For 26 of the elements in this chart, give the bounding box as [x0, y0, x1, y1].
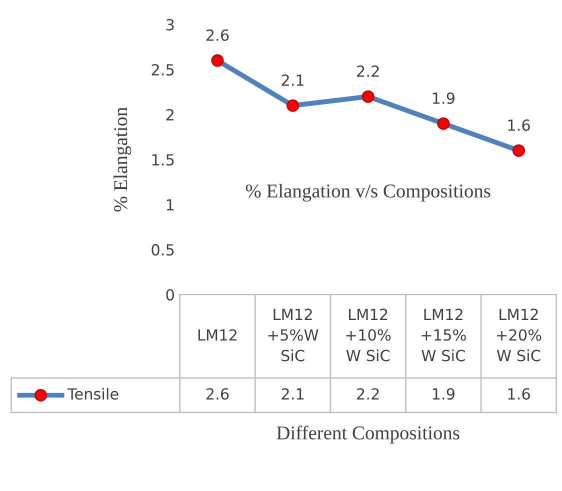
y-tick-label: 0.5 — [152, 244, 174, 256]
y-tick-label: 3 — [166, 19, 174, 31]
x-tick-label: LM12 +10% W SiC — [346, 308, 391, 362]
x-tick-label: LM12 — [198, 329, 237, 341]
y-tick-label: 2.5 — [152, 64, 174, 76]
text: % Elangation v/s Compositions — [246, 184, 490, 202]
data-label: 1.6 — [508, 388, 530, 400]
y-tick-label: 0 — [166, 289, 174, 301]
data-label: 2.6 — [206, 388, 229, 400]
annotation: 2.1 — [282, 74, 304, 86]
annotation: 2.2 — [357, 65, 379, 77]
annotation: 1.9 — [432, 92, 454, 104]
y-tick-label: 1 — [166, 199, 174, 210]
y-axis-title: % Elangation — [114, 107, 132, 212]
x-tick-label: LM12 +5%W SiC — [268, 308, 318, 362]
x-tick-label: LM12 +15% W SiC — [422, 308, 466, 362]
data-label: 1.9 — [432, 388, 454, 400]
data-label: 2.1 — [282, 388, 304, 400]
x-axis-title: Different Compositions — [276, 426, 460, 444]
y-tick-label: 1.5 — [152, 154, 174, 166]
annotation: 2.6 — [206, 29, 229, 41]
x-tick-label: LM12 +20% W SiC — [496, 308, 542, 362]
annotation: 1.6 — [508, 119, 530, 131]
y-tick-label: 2 — [166, 109, 174, 120]
data-label: 2.2 — [357, 388, 379, 400]
legend-label: Tensile — [67, 388, 118, 400]
